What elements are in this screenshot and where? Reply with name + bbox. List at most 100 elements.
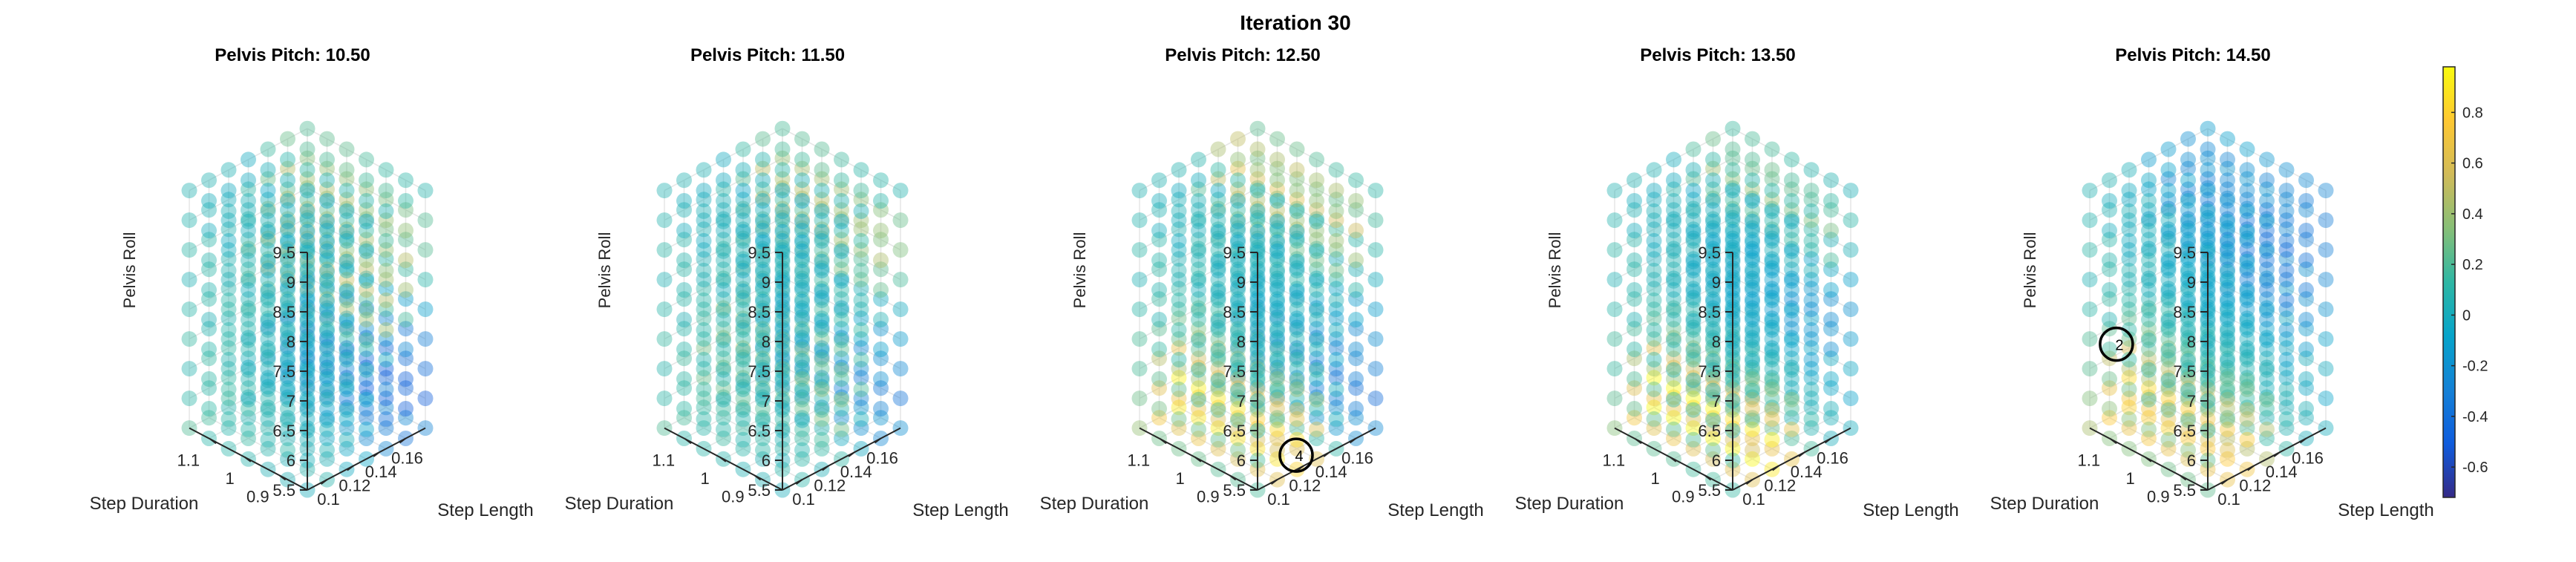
data-point — [2200, 141, 2216, 157]
data-point — [260, 272, 276, 288]
data-point — [1191, 350, 1206, 367]
data-point — [794, 342, 810, 357]
data-point — [220, 361, 237, 377]
data-point — [814, 162, 830, 178]
data-point — [339, 391, 355, 407]
data-point — [1210, 290, 1226, 306]
data-point — [339, 411, 355, 427]
data-point — [1745, 431, 1760, 446]
data-point — [676, 342, 692, 357]
data-point — [1745, 172, 1760, 189]
data-point — [735, 260, 751, 276]
data-point — [339, 420, 355, 437]
data-point — [735, 272, 751, 288]
data-point — [2082, 242, 2098, 258]
data-point — [319, 193, 335, 209]
data-point — [1269, 410, 1285, 426]
data-point — [1666, 321, 1681, 337]
data-point — [1606, 361, 1623, 377]
data-point — [1328, 183, 1344, 199]
data-point — [814, 351, 830, 367]
data-point — [774, 180, 791, 196]
data-point — [1210, 351, 1226, 367]
data-point — [814, 379, 830, 395]
data-point — [1764, 370, 1780, 386]
data-point — [2121, 162, 2137, 178]
data-point — [2259, 243, 2275, 259]
data-point — [834, 391, 849, 408]
data-point — [2259, 401, 2275, 416]
data-point — [2102, 252, 2117, 268]
data-point — [716, 359, 731, 376]
data-point — [1646, 361, 1662, 377]
data-point — [2200, 150, 2216, 166]
data-point — [1289, 203, 1305, 219]
data-point — [339, 381, 355, 397]
axis-lines — [664, 252, 901, 491]
x-tick-label: 0.12 — [814, 477, 846, 495]
data-point — [1289, 331, 1305, 347]
data-point — [1803, 391, 1820, 407]
data-point — [1666, 342, 1681, 357]
data-point — [755, 302, 771, 318]
data-point — [873, 342, 889, 357]
data-point — [2239, 391, 2255, 407]
data-point — [260, 331, 276, 347]
y-tick — [684, 438, 692, 445]
data-point — [716, 213, 731, 229]
data-point — [2278, 192, 2295, 208]
data-point — [755, 412, 771, 428]
data-point — [2259, 330, 2275, 346]
data-point — [201, 312, 217, 327]
data-point — [2102, 232, 2117, 248]
data-point — [1289, 379, 1305, 395]
data-point — [1803, 381, 1820, 397]
data-point — [2239, 251, 2255, 267]
colorbar-tick-label: 0.8 — [2462, 105, 2483, 121]
data-point — [260, 440, 276, 457]
data-point — [1764, 372, 1780, 388]
data-point — [1764, 200, 1780, 217]
data-point — [359, 380, 374, 396]
data-point — [319, 321, 335, 337]
data-point — [2220, 261, 2235, 278]
data-point — [1269, 151, 1285, 168]
data-point — [2180, 382, 2196, 399]
data-point — [696, 399, 712, 416]
data-point — [834, 342, 849, 357]
data-point — [1764, 361, 1780, 377]
data-point — [2180, 321, 2196, 337]
data-point — [2160, 310, 2177, 327]
data-point — [735, 171, 751, 187]
point-cloud — [1131, 120, 1384, 498]
data-point — [1249, 120, 1266, 137]
data-point — [794, 223, 810, 238]
data-point — [1725, 242, 1741, 258]
data-point — [1269, 193, 1285, 209]
z-tick-label: 7.5 — [1223, 362, 1246, 381]
data-point — [2259, 359, 2275, 376]
data-point — [241, 261, 256, 278]
data-point — [1230, 353, 1246, 369]
data-point — [834, 359, 849, 376]
data-point — [1210, 361, 1226, 377]
data-point — [1191, 291, 1206, 307]
data-point — [2180, 241, 2196, 257]
data-point — [2200, 230, 2216, 246]
data-point — [2278, 232, 2295, 249]
data-point — [2239, 242, 2255, 258]
data-point — [2180, 234, 2196, 250]
data-point — [676, 223, 692, 238]
data-point — [2121, 251, 2137, 267]
data-point — [1725, 230, 1741, 246]
data-point — [1131, 301, 1148, 318]
data-point — [2180, 371, 2196, 387]
data-point — [1171, 321, 1187, 338]
data-point — [2160, 283, 2177, 299]
data-point — [1328, 251, 1344, 267]
data-point — [1210, 431, 1226, 448]
data-point — [2160, 281, 2177, 297]
data-point — [1725, 171, 1741, 187]
data-point — [735, 440, 751, 457]
data-point — [339, 379, 355, 395]
